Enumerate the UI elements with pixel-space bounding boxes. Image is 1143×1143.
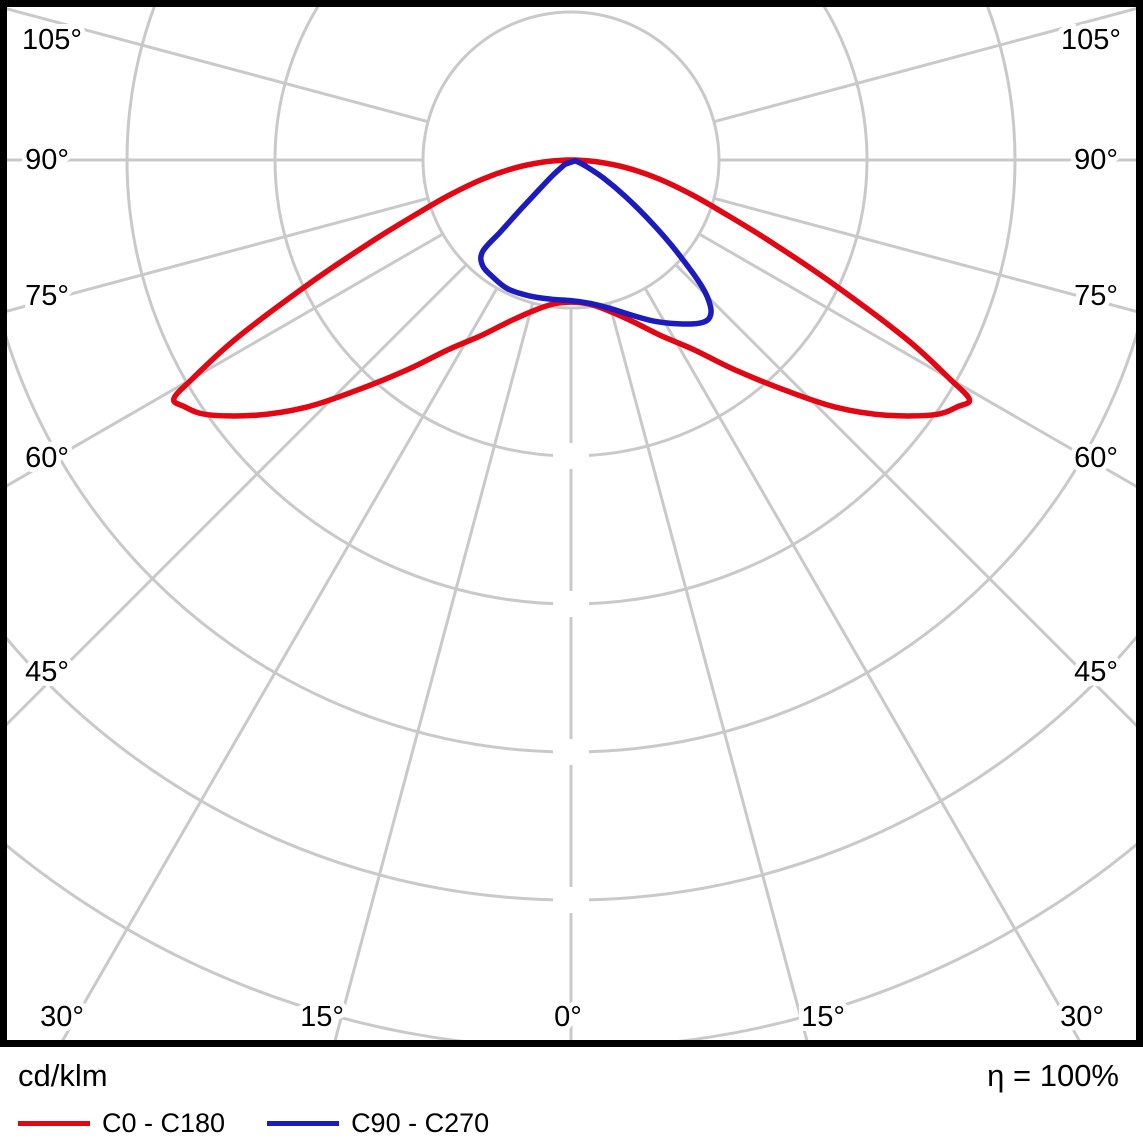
scale-label-gap bbox=[553, 739, 589, 765]
curve-c90-c270 bbox=[478, 158, 714, 327]
angle-label: 15° bbox=[801, 1001, 845, 1033]
grid-radial-105 bbox=[713, 6, 1139, 124]
polar-chart: 105° 90° 75° 60° 45° 30° 15° 0° 15° 30° 45° 60° 75° 9… bbox=[0, 0, 1143, 1047]
legend-label-c0-c180: C0 - C180 bbox=[102, 1108, 226, 1138]
angle-label: 105° bbox=[1061, 24, 1121, 56]
scale-label-gap bbox=[553, 887, 589, 913]
grid-radial--15 bbox=[332, 302, 535, 1043]
legend-swatch-c90-c270 bbox=[267, 1121, 340, 1126]
angle-label: 30° bbox=[40, 1001, 84, 1033]
legend: C0 - C180 C90 - C270 bbox=[18, 1108, 489, 1139]
angle-label: 0° bbox=[554, 1001, 582, 1033]
angle-label: 90° bbox=[1074, 144, 1118, 176]
legend-label-c90-c270: C90 - C270 bbox=[351, 1108, 490, 1138]
angle-label: 45° bbox=[1074, 656, 1118, 688]
angle-label: 75° bbox=[1074, 280, 1118, 312]
grid-radial--105 bbox=[4, 6, 429, 124]
angle-label: 60° bbox=[25, 442, 69, 474]
chart-footer: cd/klm η = 100% C0 - C180 C90 - C270 bbox=[0, 1050, 1143, 1143]
grid-radial--45 bbox=[4, 263, 468, 730]
units-label: cd/klm bbox=[18, 1058, 108, 1093]
angle-label: 30° bbox=[1060, 1001, 1104, 1033]
scale-label-gap bbox=[553, 443, 589, 469]
angle-label: 90° bbox=[25, 144, 69, 176]
plot-border bbox=[0, 0, 1143, 1047]
grid-radial-45 bbox=[674, 263, 1139, 731]
grid-radial-30 bbox=[643, 287, 1083, 1043]
scale-label-gap bbox=[553, 591, 589, 617]
legend-item-c90-c270: C90 - C270 bbox=[267, 1108, 489, 1139]
grid-radial--30 bbox=[59, 287, 499, 1043]
grid-radial-60 bbox=[698, 232, 1139, 490]
angle-label: 15° bbox=[300, 1001, 344, 1033]
legend-item-c0-c180: C0 - C180 bbox=[18, 1108, 225, 1139]
grid-radial--75 bbox=[4, 196, 429, 314]
grid-radial-15 bbox=[607, 302, 810, 1043]
angle-label: 75° bbox=[25, 280, 69, 312]
angle-label: 60° bbox=[1074, 442, 1118, 474]
angle-label: 105° bbox=[22, 24, 82, 56]
angle-label: 45° bbox=[25, 656, 69, 688]
efficiency-label: η = 100% bbox=[987, 1058, 1119, 1093]
grid-radial-75 bbox=[713, 196, 1139, 314]
angle-labels: 105° 90° 75° 60° 45° 30° 15° 0° 15° 30° 45° 60° 75° 9… bbox=[17, 19, 1126, 1038]
grid-radial--60 bbox=[4, 232, 444, 490]
plot-area bbox=[4, 4, 1139, 1043]
legend-swatch-c0-c180 bbox=[18, 1121, 90, 1126]
